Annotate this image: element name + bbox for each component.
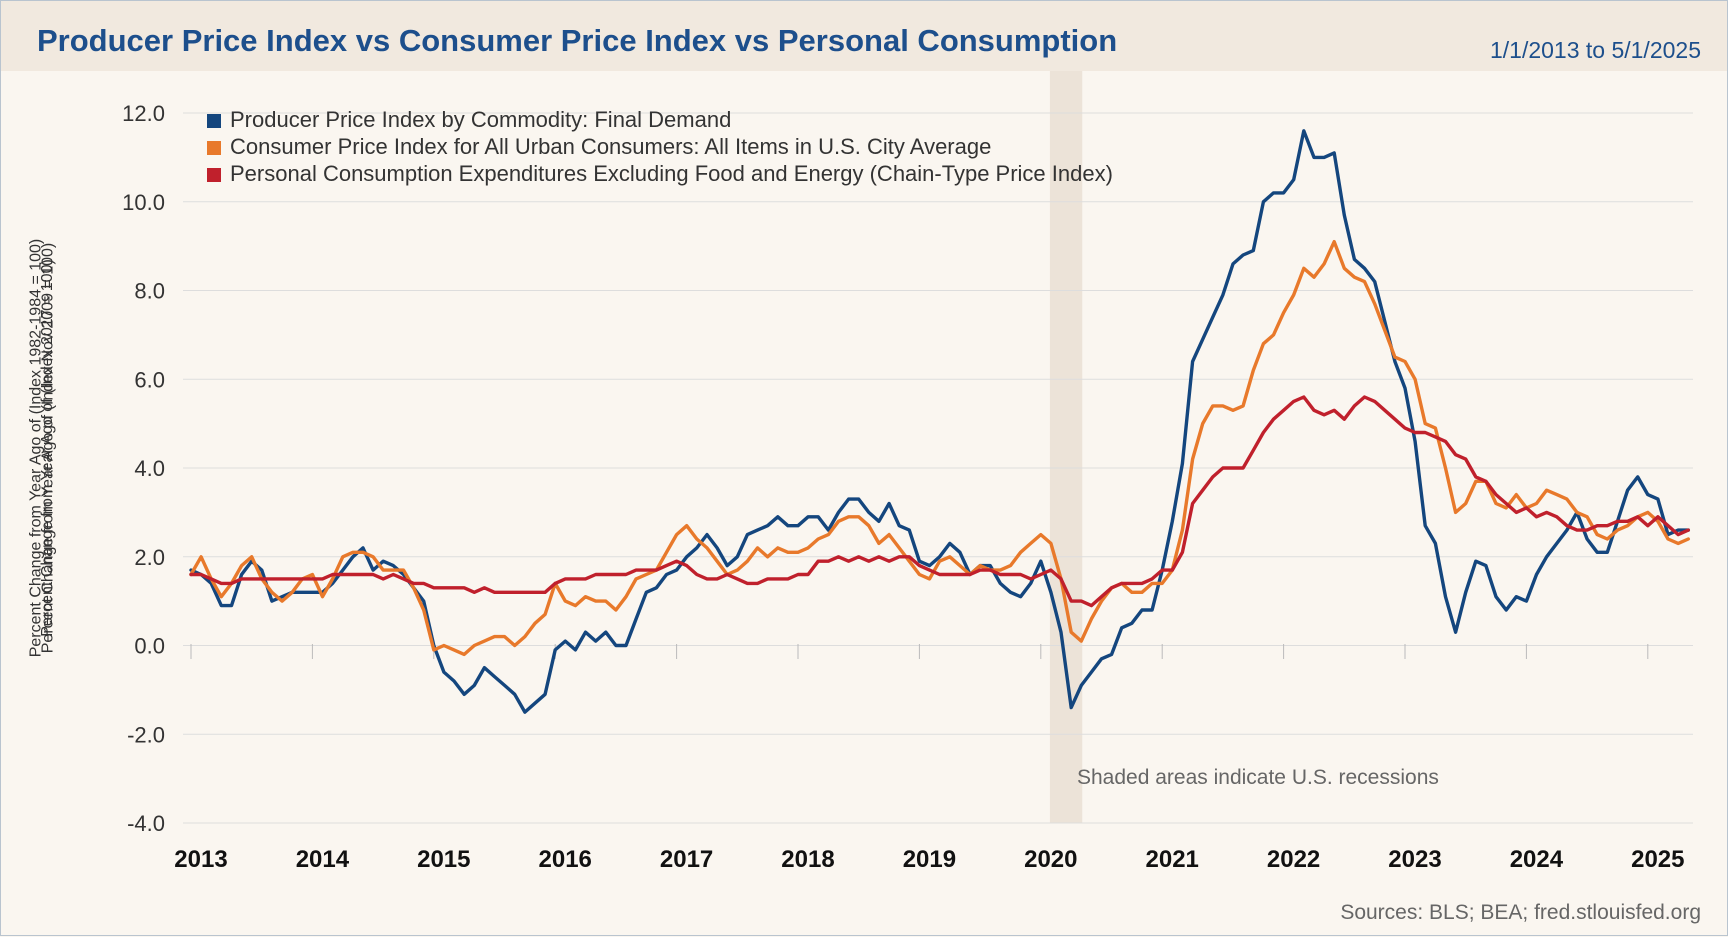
legend-label-cpi: Consumer Price Index for All Urban Consu…	[230, 134, 991, 159]
x-tick-label: 2025	[1631, 846, 1684, 873]
source-note: Sources: BLS; BEA; fred.stlouisfed.org	[1340, 901, 1701, 924]
series-line-pce	[189, 395, 1691, 608]
x-tick-label: 2020	[1024, 846, 1077, 873]
series-line-cpi	[189, 239, 1691, 657]
y-tick-label: 8.0	[134, 279, 165, 304]
x-tick-label: 2018	[781, 846, 834, 873]
date-range: 1/1/2013 to 5/1/2025	[1489, 37, 1701, 63]
y-tick-label: 10.0	[122, 190, 165, 215]
y-tick-label: 6.0	[134, 367, 165, 392]
legend-label-ppi: Producer Price Index by Commodity: Final…	[230, 107, 731, 132]
recession-note: Shaded areas indicate U.S. recessions	[1077, 766, 1439, 789]
header-bar: Producer Price Index vs Consumer Price I…	[1, 1, 1727, 71]
chart-title: Producer Price Index vs Consumer Price I…	[37, 23, 1118, 58]
series-line-ppi	[189, 129, 1691, 714]
y-tick-label: 12.0	[122, 101, 165, 126]
y-tick-label: -4.0	[127, 811, 165, 836]
y-tick-label: 2.0	[134, 545, 165, 570]
y-tick-label: 4.0	[134, 456, 165, 481]
x-tick-label: 2023	[1388, 846, 1441, 873]
legend-swatch-ppi	[207, 114, 221, 128]
legend-swatch-pce	[207, 168, 221, 182]
y-tick-label: -2.0	[127, 722, 165, 747]
x-tick-label: 2016	[539, 846, 592, 873]
x-tick-label: 2015	[417, 846, 470, 873]
y-tick-label: 0.0	[134, 634, 165, 659]
legend-label-pce: Personal Consumption Expenditures Exclud…	[230, 161, 1113, 186]
x-tick-label: 2017	[660, 846, 713, 873]
x-tick-label: 2022	[1267, 846, 1320, 873]
x-tick-label: 2024	[1510, 846, 1564, 873]
x-tick-label: 2014	[296, 846, 350, 873]
x-tick-label: 2019	[903, 846, 956, 873]
x-tick-label: 2013	[174, 846, 227, 873]
x-tick-label: 2021	[1146, 846, 1199, 873]
legend-swatch-cpi	[207, 141, 221, 155]
